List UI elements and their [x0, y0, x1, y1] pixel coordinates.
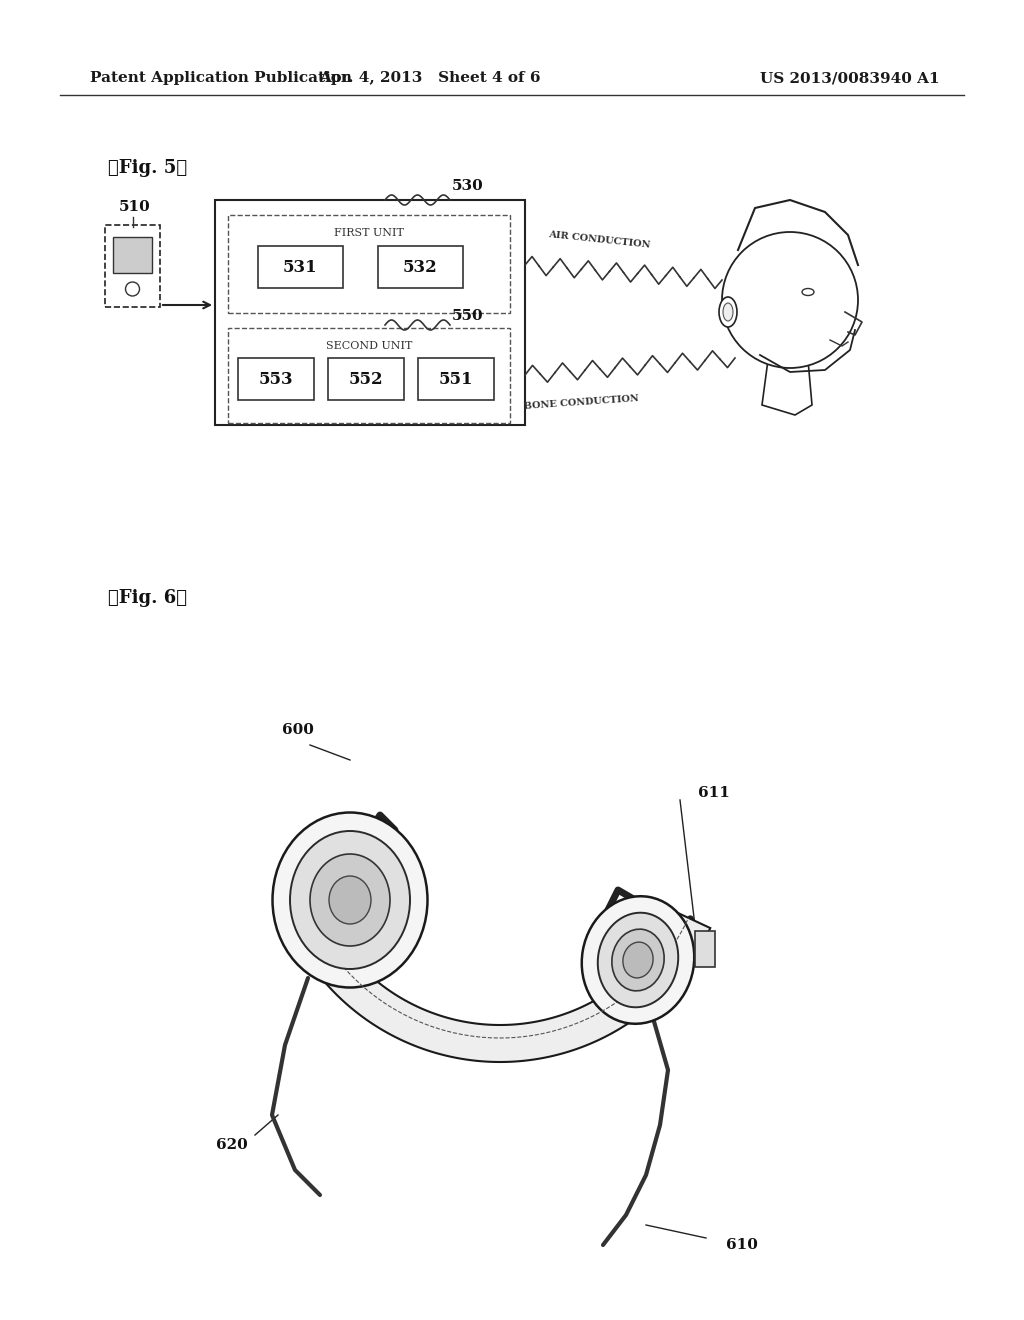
Ellipse shape [329, 876, 371, 924]
Text: 「Fig. 6」: 「Fig. 6」 [108, 589, 187, 607]
Ellipse shape [719, 297, 737, 327]
Text: BONE CONDUCTION: BONE CONDUCTION [524, 393, 640, 411]
Ellipse shape [272, 813, 427, 987]
Polygon shape [290, 912, 711, 1063]
Bar [418, 358, 494, 400]
Circle shape [126, 282, 139, 296]
Ellipse shape [290, 832, 410, 969]
Ellipse shape [611, 929, 665, 991]
Bar [228, 327, 510, 422]
Text: AIR CONDUCTION: AIR CONDUCTION [548, 230, 651, 249]
Text: 600: 600 [282, 723, 314, 737]
Text: 531: 531 [283, 259, 317, 276]
Text: 532: 532 [402, 259, 437, 276]
Ellipse shape [723, 304, 733, 321]
Bar [258, 246, 343, 288]
Ellipse shape [598, 912, 678, 1007]
Text: 553: 553 [259, 371, 293, 388]
Ellipse shape [582, 896, 694, 1024]
Ellipse shape [802, 289, 814, 296]
Bar [228, 215, 510, 313]
Ellipse shape [623, 942, 653, 978]
Text: Apr. 4, 2013   Sheet 4 of 6: Apr. 4, 2013 Sheet 4 of 6 [319, 71, 541, 84]
Text: FIRST UNIT: FIRST UNIT [334, 228, 403, 238]
Bar [378, 246, 463, 288]
Text: US 2013/0083940 A1: US 2013/0083940 A1 [760, 71, 940, 84]
Bar [215, 201, 525, 425]
Text: 611: 611 [698, 785, 730, 800]
Bar [105, 224, 160, 308]
Text: 620: 620 [216, 1138, 248, 1152]
Bar [695, 931, 716, 966]
Circle shape [722, 232, 858, 368]
Text: 552: 552 [349, 371, 383, 388]
Text: 610: 610 [726, 1238, 758, 1251]
Polygon shape [762, 360, 812, 414]
Text: 510: 510 [119, 201, 151, 214]
Ellipse shape [310, 854, 390, 946]
Text: 530: 530 [452, 180, 483, 193]
Text: 550: 550 [452, 309, 483, 323]
Text: SECOND UNIT: SECOND UNIT [326, 341, 413, 351]
Text: 551: 551 [438, 371, 473, 388]
Text: Patent Application Publication: Patent Application Publication [90, 71, 352, 84]
Bar [238, 358, 314, 400]
Bar [328, 358, 404, 400]
Text: 「Fig. 5」: 「Fig. 5」 [108, 158, 187, 177]
Bar [113, 238, 152, 273]
